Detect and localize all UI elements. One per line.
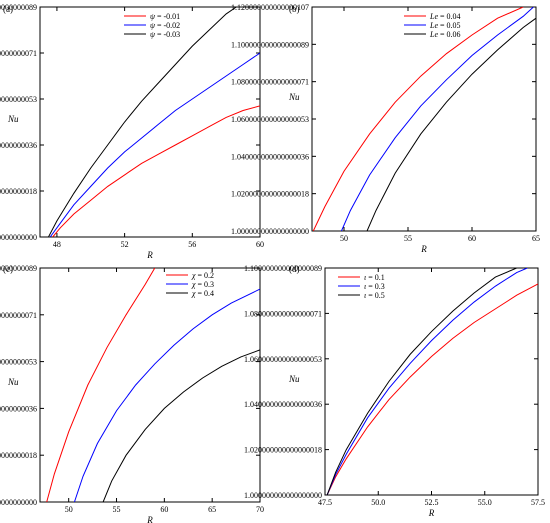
panel-a: 48 52 56 60 1.000000000000000000 1.0200000000… [0, 3, 264, 260]
y-tick-label: 1.040000000000000036 [0, 404, 37, 413]
y-tick-label: 1.040000000000000036 [231, 152, 309, 161]
x-tick-label: 60 [256, 240, 264, 249]
y-axis-title: Nu [7, 377, 19, 387]
y-tick-label: 1.040000000000000036 [0, 141, 37, 150]
y-tick-label: 1.040000000000000036 [244, 400, 322, 409]
y-tick-label: 1.080000000000000071 [231, 78, 309, 87]
legend-entry: χ = 0.2 [191, 271, 214, 280]
x-tick-label: 55.0 [478, 498, 492, 507]
x-tick-label: 65 [532, 234, 540, 243]
y-tick-label: 1.000000000000000000 [244, 491, 322, 500]
x-axis-title: R [420, 244, 427, 254]
x-tick-label: 48 [53, 240, 61, 249]
panel-d: 47.5 50.0 52.5 55.0 57.5 1.000000000000000000… [244, 264, 545, 518]
y-tick-label: 1.100000000000000089 [244, 264, 322, 273]
x-tick-label: 60 [468, 234, 476, 243]
x-tick-label: 65 [208, 505, 216, 514]
series-line [312, 7, 524, 231]
y-tick-label: 1.060000000000000053 [0, 358, 37, 367]
x-axis-title: R [146, 250, 153, 260]
series-line [49, 52, 260, 237]
x-tick-label: 55 [113, 505, 121, 514]
series-line [326, 268, 528, 495]
y-tick-label: 1.080000000000000071 [0, 49, 37, 58]
x-axis-title: R [428, 508, 435, 518]
x-tick-label: 60 [160, 505, 168, 514]
x-tick-label: 52 [121, 240, 129, 249]
panel-b: 50 55 60 65 1.000000000000000000 1.0200000000… [231, 3, 540, 254]
y-tick-label: 1.000000000000000000 [0, 233, 37, 242]
legend-entry: ι = 0.1 [364, 273, 385, 282]
y-tick-label: 1.020000000000000018 [0, 451, 37, 460]
y-axis-title: Nu [7, 114, 19, 124]
y-tick-label: 1.100000000000000089 [0, 3, 37, 12]
x-tick-label: 70 [256, 505, 264, 514]
y-tick-label: 1.100000000000000089 [231, 40, 309, 49]
x-tick-label: 47.5 [318, 498, 332, 507]
x-tick-label: 50 [65, 505, 73, 514]
legend-entry: ι = 0.3 [364, 282, 385, 291]
series-line [102, 349, 260, 502]
y-axis-title: Nu [288, 92, 300, 102]
legend-entry: Le = 0.05 [429, 21, 461, 30]
series-line [340, 7, 534, 231]
panel-label: (b) [289, 4, 300, 14]
y-tick-label: 1.080000000000000071 [0, 311, 37, 320]
series-line [73, 288, 260, 502]
legend-entry: Le = 0.06 [429, 30, 461, 39]
x-tick-label: 55 [404, 234, 412, 243]
y-tick-label: 1.020000000000000018 [231, 190, 309, 199]
y-tick-label: 1.000000000000000000 [0, 498, 37, 507]
y-tick-label: 1.020000000000000018 [244, 446, 322, 455]
plot-frame [39, 267, 261, 503]
panel-label: (d) [289, 264, 300, 274]
x-tick-label: 56 [188, 240, 196, 249]
legend-entry: Le = 0.04 [429, 12, 461, 21]
legend-entry: χ = 0.3 [191, 280, 214, 289]
series-line [326, 283, 538, 495]
y-tick-label: 1.060000000000000053 [244, 355, 322, 364]
series-line [52, 105, 260, 237]
legend-entry: ψ = -0.02 [150, 21, 180, 30]
plot-frame [311, 6, 537, 232]
x-tick-label: 57.5 [531, 498, 545, 507]
panel-label: (a) [3, 4, 13, 14]
x-axis-title: R [146, 515, 153, 523]
panel-label: (c) [3, 264, 13, 274]
x-tick-label: 50.0 [371, 498, 385, 507]
y-tick-label: 1.060000000000000053 [0, 95, 37, 104]
y-tick-label: 1.020000000000000018 [0, 187, 37, 196]
plot-frame [39, 6, 261, 238]
y-tick-label: 1.060000000000000053 [231, 115, 309, 124]
series-line [366, 17, 536, 231]
legend-entry: ψ = -0.03 [150, 30, 180, 39]
x-tick-label: 52.5 [425, 498, 439, 507]
y-tick-label: 1.120000000000000107 [231, 3, 309, 12]
legend-entry: ι = 0.5 [364, 291, 385, 300]
panel-c: 50 55 60 65 70 1.000000000000000000 1.02000000… [0, 264, 264, 523]
legend-entry: ψ = -0.01 [150, 12, 180, 21]
y-tick-label: 1.000000000000000000 [231, 227, 309, 236]
legend-entry: χ = 0.4 [191, 289, 214, 298]
x-tick-label: 50 [340, 234, 348, 243]
series-line [326, 268, 517, 495]
series-line [48, 7, 237, 237]
series-line [46, 268, 156, 502]
y-tick-label: 1.100000000000000089 [0, 264, 37, 273]
y-axis-title: Nu [288, 374, 300, 384]
y-tick-label: 1.080000000000000071 [244, 309, 322, 318]
